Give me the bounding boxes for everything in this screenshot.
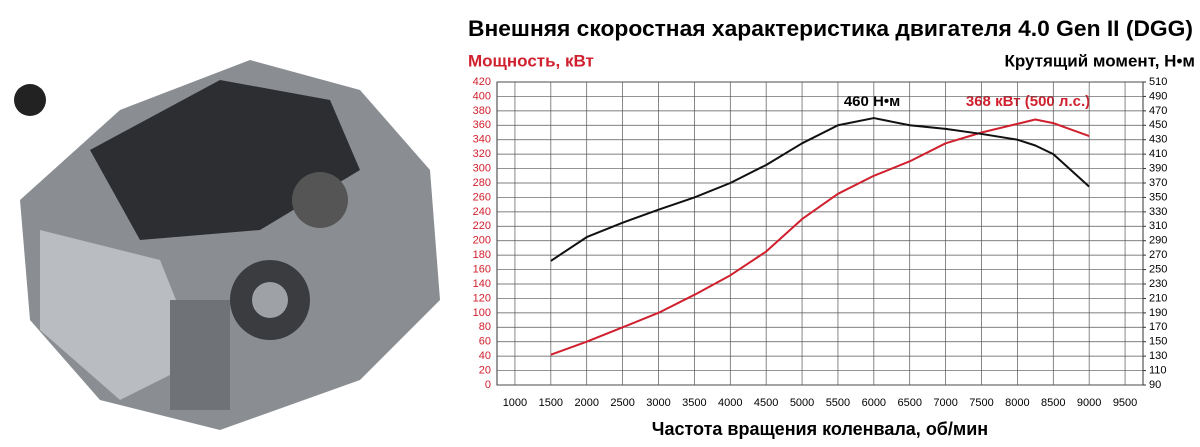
y-tick-label: 360 bbox=[473, 119, 491, 131]
y2-tick-label: 470 bbox=[1149, 105, 1167, 117]
y-tick-label: 400 bbox=[473, 90, 491, 102]
x-axis-label: Частота вращения коленвала, об/мин bbox=[652, 419, 988, 439]
y2-tick-label: 330 bbox=[1149, 206, 1167, 218]
y2-axis-label: Крутящий момент, Н•м bbox=[1004, 51, 1195, 70]
y-tick-label: 220 bbox=[473, 220, 491, 232]
y2-tick-label: 310 bbox=[1149, 220, 1167, 232]
y2-tick-label: 370 bbox=[1149, 177, 1167, 189]
y2-tick-label: 450 bbox=[1149, 119, 1167, 131]
x-tick-label: 4500 bbox=[754, 397, 778, 409]
x-tick-label: 5500 bbox=[826, 397, 850, 409]
y2-tick-label: 170 bbox=[1149, 321, 1167, 333]
y2-tick-label: 510 bbox=[1149, 76, 1167, 88]
y-tick-label: 260 bbox=[473, 191, 491, 203]
y2-tick-label: 210 bbox=[1149, 292, 1167, 304]
y-tick-label: 160 bbox=[473, 263, 491, 275]
x-tick-label: 1000 bbox=[503, 397, 527, 409]
y-tick-label: 320 bbox=[473, 148, 491, 160]
x-tick-label: 8000 bbox=[1005, 397, 1029, 409]
x-tick-label: 6500 bbox=[897, 397, 921, 409]
y-tick-label: 200 bbox=[473, 235, 491, 247]
y-tick-label: 300 bbox=[473, 162, 491, 174]
y2-tick-label: 90 bbox=[1149, 379, 1161, 391]
series-line bbox=[550, 118, 1090, 356]
engine-illustration bbox=[10, 60, 450, 430]
y-tick-label: 120 bbox=[473, 292, 491, 304]
annotation: 460 Н•м bbox=[844, 93, 900, 110]
x-tick-label: 2500 bbox=[610, 397, 634, 409]
y-tick-label: 60 bbox=[479, 336, 491, 348]
y2-tick-label: 190 bbox=[1149, 307, 1167, 319]
y-tick-label: 80 bbox=[479, 321, 491, 333]
y2-tick-label: 130 bbox=[1149, 350, 1167, 362]
y2-tick-label: 290 bbox=[1149, 235, 1167, 247]
y2-tick-label: 390 bbox=[1149, 162, 1167, 174]
y2-tick-label: 110 bbox=[1149, 364, 1167, 376]
y2-tick-label: 490 bbox=[1149, 90, 1167, 102]
y2-tick-label: 430 bbox=[1149, 134, 1167, 146]
y-tick-label: 380 bbox=[473, 105, 491, 117]
y2-tick-label: 150 bbox=[1149, 336, 1167, 348]
x-tick-label: 3500 bbox=[682, 397, 706, 409]
y-tick-label: 340 bbox=[473, 134, 491, 146]
x-tick-label: 7000 bbox=[933, 397, 957, 409]
y-tick-label: 240 bbox=[473, 206, 491, 218]
y-tick-label: 140 bbox=[473, 278, 491, 290]
y-axis-label: Мощность, кВт bbox=[468, 51, 594, 70]
x-tick-label: 8500 bbox=[1041, 397, 1065, 409]
y-tick-label: 0 bbox=[485, 379, 491, 391]
x-tick-label: 2000 bbox=[574, 397, 598, 409]
x-tick-label: 3000 bbox=[646, 397, 670, 409]
y-tick-label: 20 bbox=[479, 364, 491, 376]
y2-tick-label: 350 bbox=[1149, 191, 1167, 203]
y-tick-label: 420 bbox=[473, 76, 491, 88]
x-tick-label: 7500 bbox=[969, 397, 993, 409]
x-tick-label: 5000 bbox=[790, 397, 814, 409]
x-tick-label: 6000 bbox=[862, 397, 886, 409]
annotation: 368 кВт (500 л.с.) bbox=[966, 93, 1090, 110]
y2-tick-label: 250 bbox=[1149, 263, 1167, 275]
y-tick-label: 40 bbox=[479, 350, 491, 362]
series-line bbox=[550, 117, 1090, 262]
y2-tick-label: 410 bbox=[1149, 148, 1167, 160]
x-tick-label: 9500 bbox=[1113, 397, 1137, 409]
x-tick-label: 1500 bbox=[539, 397, 563, 409]
x-tick-label: 9000 bbox=[1077, 397, 1101, 409]
y2-tick-label: 270 bbox=[1149, 249, 1167, 261]
y-tick-label: 100 bbox=[473, 307, 491, 319]
y2-tick-label: 230 bbox=[1149, 278, 1167, 290]
x-tick-label: 4000 bbox=[718, 397, 742, 409]
y-tick-label: 180 bbox=[473, 249, 491, 261]
chart-title: Внешняя скоростная характеристика двигат… bbox=[468, 16, 1193, 41]
y-tick-label: 280 bbox=[473, 177, 491, 189]
